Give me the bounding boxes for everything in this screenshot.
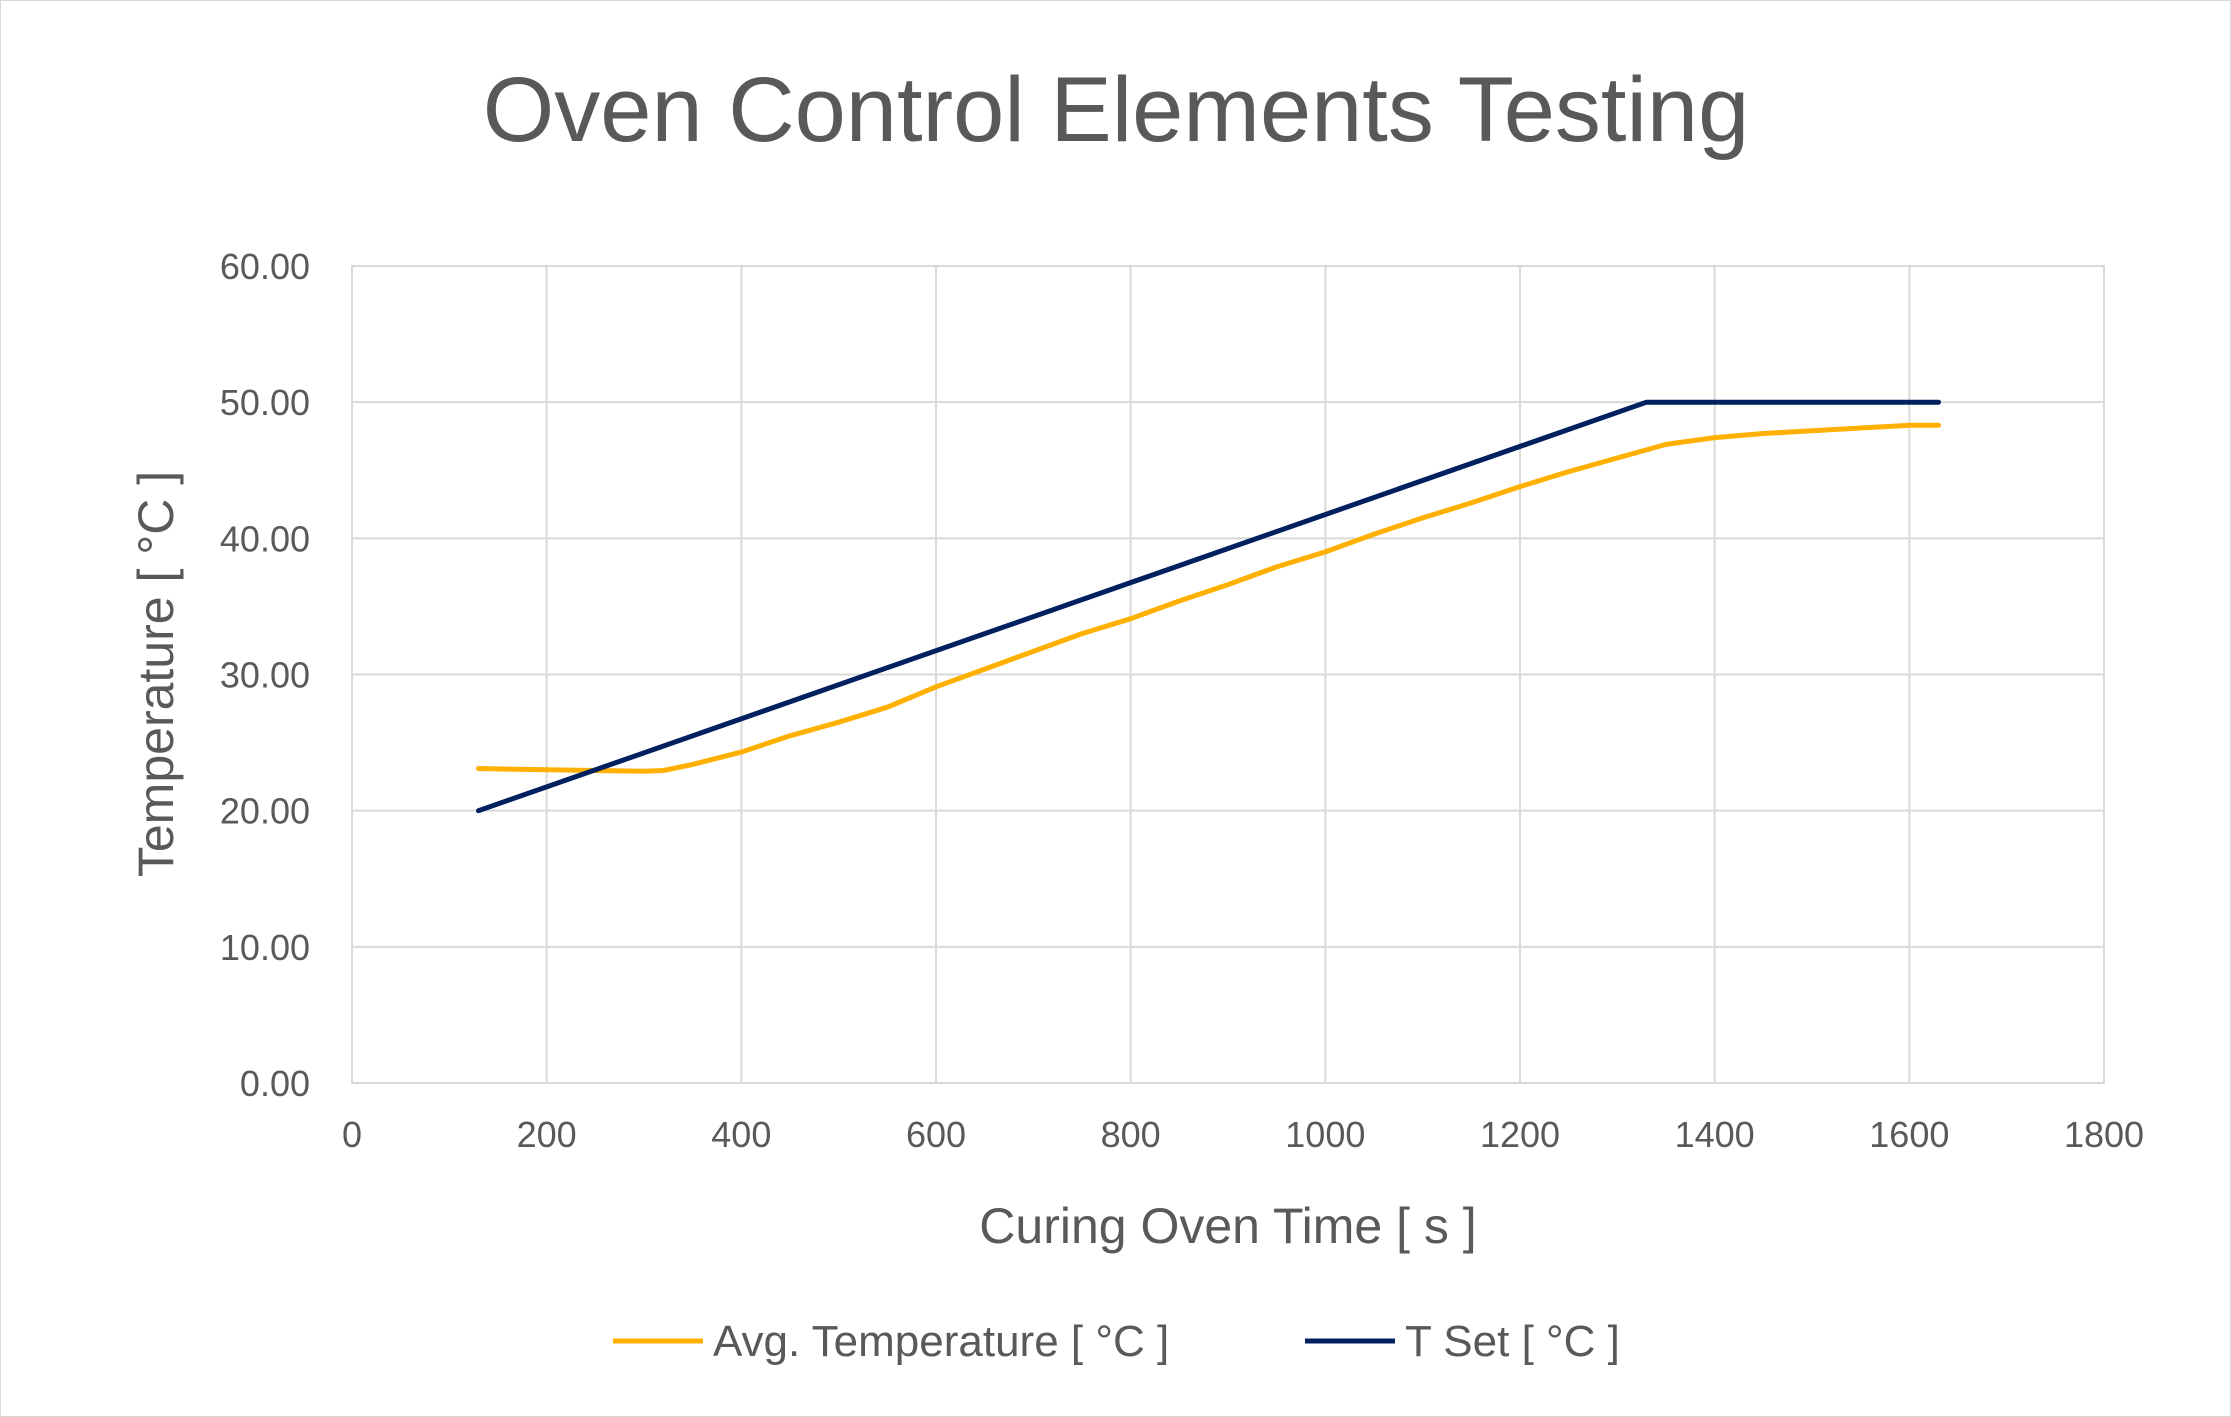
x-tick-label: 1800 (2064, 1114, 2144, 1155)
x-tick-label: 1000 (1285, 1114, 1365, 1155)
y-tick-label: 10.00 (220, 927, 310, 968)
x-axis-tick-labels: 0 200 400 600 800 1000 1200 1400 1600 1800 (342, 1114, 2144, 1155)
y-tick-label: 30.00 (220, 655, 310, 696)
x-tick-label: 0 (342, 1114, 362, 1155)
avg-temperature-line (476, 422, 1941, 774)
legend-label-t-set: T Set [ °C ] (1405, 1317, 1620, 1366)
x-tick-label: 1400 (1675, 1114, 1755, 1155)
legend-label-avg-temperature: Avg. Temperature [ °C ] (713, 1317, 1169, 1366)
y-tick-label: 20.00 (220, 791, 310, 832)
y-tick-label: 0.00 (240, 1063, 310, 1104)
y-tick-label: 40.00 (220, 518, 310, 559)
x-axis-title: Curing Oven Time [ s ] (979, 1198, 1476, 1254)
x-tick-label: 400 (711, 1114, 771, 1155)
legend: Avg. Temperature [ °C ] T Set [ °C ] (613, 1317, 1620, 1366)
x-tick-label: 800 (1101, 1114, 1161, 1155)
y-axis-title: Temperature [ °C ] (128, 471, 184, 877)
chart-title: Oven Control Elements Testing (483, 59, 1749, 161)
y-axis-tick-labels: 0.00 10.00 20.00 30.00 40.00 50.00 60.00 (220, 246, 310, 1104)
x-tick-label: 600 (906, 1114, 966, 1155)
t-set-line (476, 399, 1941, 814)
x-tick-label: 1200 (1480, 1114, 1560, 1155)
x-tick-label: 200 (517, 1114, 577, 1155)
y-tick-label: 60.00 (220, 246, 310, 287)
x-tick-label: 1600 (1869, 1114, 1949, 1155)
plot-area (351, 265, 2105, 1084)
gridlines (351, 265, 2105, 1084)
y-tick-label: 50.00 (220, 382, 310, 423)
series-lines (476, 399, 1941, 814)
